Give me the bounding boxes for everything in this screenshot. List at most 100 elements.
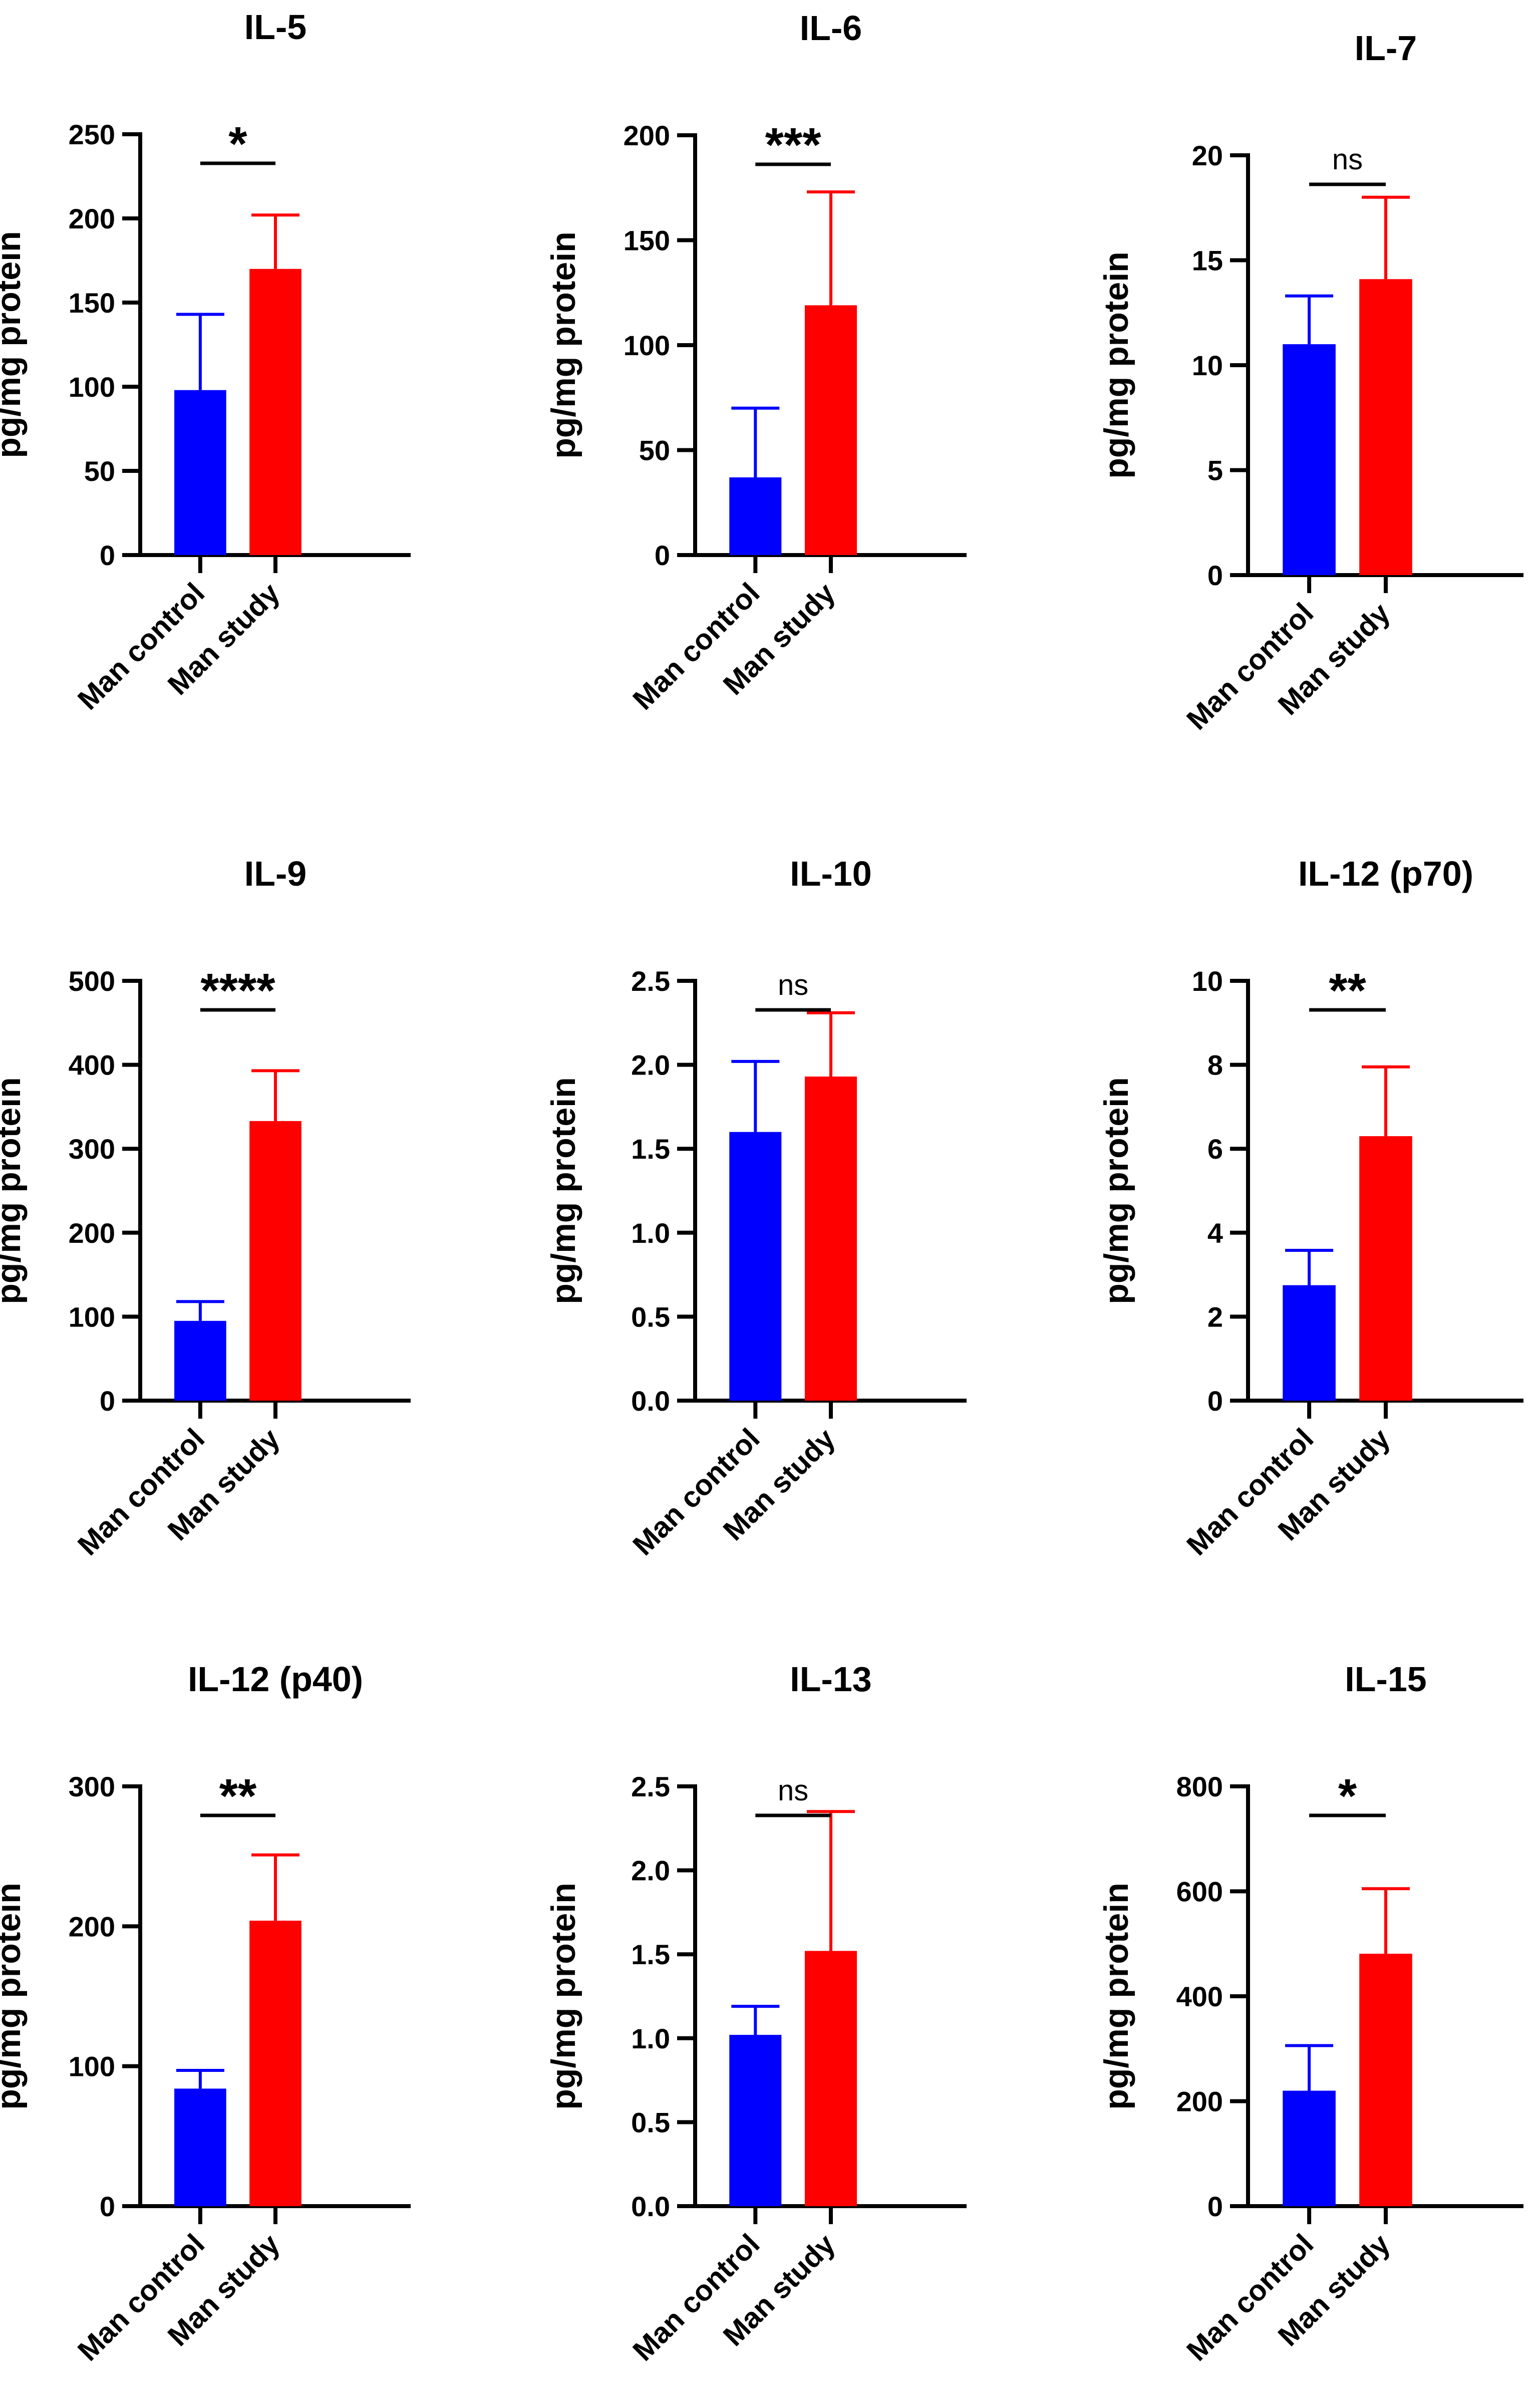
bar-control: [729, 1132, 782, 1401]
bar-control: [174, 2088, 226, 2206]
y-axis-label: pg/mg protein: [544, 1077, 582, 1304]
bar-study: [1359, 1954, 1412, 2206]
y-axis-label: pg/mg protein: [1097, 1077, 1135, 1304]
y-axis-label: pg/mg protein: [0, 231, 28, 458]
chart-title: IL-12 (p70): [1298, 854, 1473, 893]
bar-control: [174, 1320, 226, 1401]
bar-study: [1359, 279, 1412, 575]
bar-study: [249, 1121, 301, 1401]
y-tick-label: 0: [1207, 2191, 1223, 2222]
chart-title: IL-12 (p40): [188, 1660, 363, 1699]
bar-study: [804, 1077, 857, 1401]
y-tick-label: 1.5: [631, 1939, 670, 1970]
bar-control: [1283, 2090, 1336, 2206]
bar-control: [1283, 344, 1336, 575]
bar-study: [804, 305, 857, 555]
bar-control: [1283, 1285, 1336, 1401]
y-tick-label: 300: [69, 1133, 115, 1165]
significance-label: ****: [200, 964, 275, 1017]
y-tick-label: 100: [624, 330, 670, 361]
y-tick-label: 200: [69, 203, 115, 234]
significance-label: ns: [1332, 143, 1363, 176]
chart-title: IL-15: [1345, 1660, 1426, 1699]
y-tick-label: 50: [84, 455, 115, 487]
y-tick-label: 200: [69, 1217, 115, 1249]
y-tick-label: 2.5: [631, 965, 670, 997]
y-tick-label: 800: [1176, 1771, 1223, 1802]
significance-label: ns: [778, 1774, 808, 1807]
y-axis-label: pg/mg protein: [0, 1077, 28, 1304]
significance-label: ***: [765, 118, 822, 172]
significance-label: *: [228, 117, 247, 171]
y-tick-label: 1.5: [631, 1133, 670, 1165]
y-tick-label: 10: [1192, 350, 1223, 381]
y-tick-label: 10: [1192, 965, 1223, 997]
bar-control: [729, 2035, 782, 2206]
y-tick-label: 100: [69, 1301, 115, 1333]
y-tick-label: 20: [1192, 140, 1223, 171]
chart-title: IL-10: [790, 854, 871, 893]
y-tick-label: 50: [639, 435, 670, 466]
y-tick-label: 2.5: [631, 1771, 670, 1802]
y-tick-label: 100: [69, 2051, 115, 2082]
y-axis-label: pg/mg protein: [0, 1883, 28, 2109]
y-tick-label: 200: [69, 1911, 115, 1942]
chart-title: IL-6: [800, 9, 862, 48]
bar-control: [729, 477, 782, 555]
y-tick-label: 0: [1207, 1385, 1223, 1417]
y-tick-label: 0.0: [631, 1385, 670, 1417]
y-tick-label: 250: [69, 119, 115, 150]
y-tick-label: 2.0: [631, 1049, 670, 1081]
y-tick-label: 2: [1207, 1301, 1223, 1333]
significance-label: **: [1329, 964, 1366, 1017]
y-tick-label: 0: [1207, 560, 1223, 591]
y-tick-label: 1.0: [631, 2023, 670, 2054]
significance-label: **: [219, 1769, 257, 1823]
y-tick-label: 300: [69, 1771, 115, 1802]
y-axis-label: pg/mg protein: [1097, 1883, 1135, 2109]
y-axis-label: pg/mg protein: [544, 1883, 582, 2109]
bar-control: [174, 390, 226, 555]
y-tick-label: 2.0: [631, 1855, 670, 1887]
y-tick-label: 400: [1176, 1981, 1223, 2012]
y-tick-label: 0.5: [631, 1301, 670, 1333]
chart-title: IL-7: [1355, 29, 1417, 68]
bar-study: [249, 1921, 301, 2206]
bar-study: [804, 1951, 857, 2206]
y-tick-label: 4: [1207, 1217, 1223, 1249]
chart-title: IL-5: [244, 8, 306, 47]
y-tick-label: 500: [69, 965, 115, 997]
significance-label: *: [1338, 1769, 1357, 1823]
y-tick-label: 1.0: [631, 1217, 670, 1249]
significance-label: ns: [778, 969, 808, 1001]
y-tick-label: 0.0: [631, 2191, 670, 2222]
y-axis-label: pg/mg protein: [1097, 251, 1135, 478]
y-tick-label: 5: [1207, 455, 1223, 486]
chart-title: IL-9: [244, 854, 306, 893]
y-tick-label: 100: [69, 371, 115, 403]
y-axis-label: pg/mg protein: [544, 231, 582, 458]
bar-study: [1359, 1136, 1412, 1401]
y-tick-label: 200: [1176, 2086, 1223, 2117]
y-tick-label: 150: [69, 287, 115, 319]
chart-title: IL-13: [790, 1660, 871, 1699]
y-tick-label: 0: [655, 540, 670, 571]
y-tick-label: 0: [100, 540, 115, 571]
y-tick-label: 0: [100, 1385, 115, 1417]
y-tick-label: 6: [1207, 1133, 1223, 1165]
y-tick-label: 0.5: [631, 2106, 670, 2138]
bar-study: [249, 269, 301, 555]
y-tick-label: 600: [1176, 1876, 1223, 1908]
y-tick-label: 8: [1207, 1049, 1223, 1081]
y-tick-label: 0: [100, 2191, 115, 2222]
y-tick-label: 15: [1192, 245, 1223, 277]
